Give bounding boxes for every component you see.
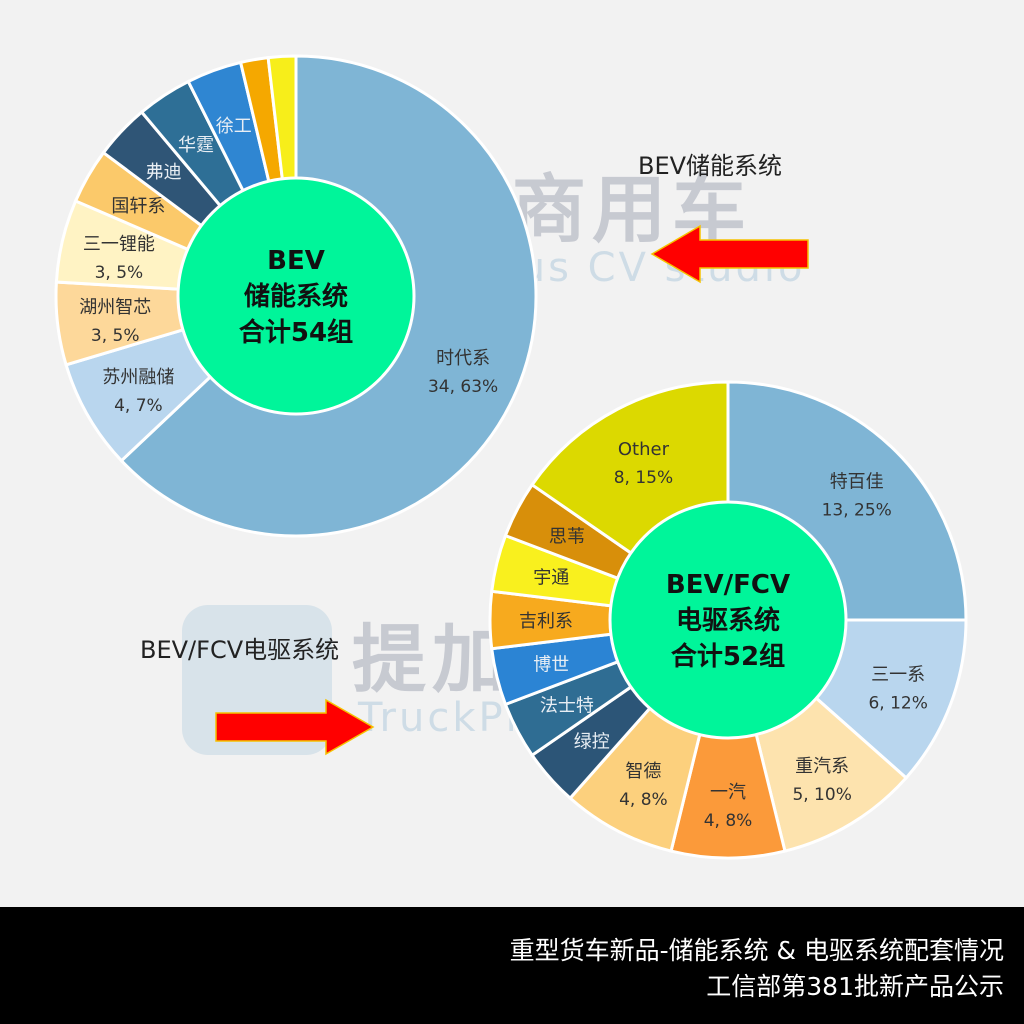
arrow-right-icon <box>215 698 375 756</box>
slice-name-label: 三一锂能 <box>83 234 155 255</box>
slice-name-label: 思苇 <box>549 526 585 547</box>
donut-center-label: 合计54组 <box>239 317 353 348</box>
slice-name-label: 特百佳 <box>830 471 884 492</box>
slice-name-label: 吉利系 <box>519 611 573 632</box>
donut-center-label: 储能系统 <box>244 281 348 312</box>
donut-center <box>608 500 848 740</box>
slice-name-label: 法士特 <box>540 696 594 717</box>
bev-storage-donut-chart: 时代系 34, 63% 苏州融储 4, 7% 湖州智芯 3, 5% 三一锂能 3, 5% 国轩系… <box>54 54 538 538</box>
donut-center-label: BEV <box>267 246 325 276</box>
footer-banner: 重型货车新品-储能系统 & 电驱系统配套情况 工信部第381批新产品公示 <box>0 907 1024 1024</box>
slice-name-label: 时代系 <box>436 348 490 369</box>
slice-value-label: 8, 15% <box>614 468 673 488</box>
slice-name-label: 绿控 <box>574 732 610 753</box>
slice-name-label: Other <box>618 439 670 460</box>
slice-value-label: 5, 10% <box>792 785 851 805</box>
slice-value-label: 4, 7% <box>114 396 163 416</box>
callout-bev-storage: BEV储能系统 <box>638 152 783 180</box>
donut-center-label: 电驱系统 <box>676 605 780 636</box>
bev-fcv-drive-donut-chart: 特百佳 13, 25% 三一系 6, 12% 重汽系 5, 10% 一汽 4, 8% 智德 4, … <box>488 380 968 860</box>
slice-value-label: 6, 12% <box>868 694 927 714</box>
donut-center <box>176 176 416 416</box>
slice-name-label: 苏州融储 <box>102 367 174 388</box>
footer-subtitle: 工信部第381批新产品公示 <box>706 972 1004 1001</box>
slice-value-label: 34, 63% <box>428 377 498 397</box>
slice-name-label: 智德 <box>625 761 661 782</box>
slice-name-label: 三一系 <box>871 665 925 686</box>
slice-name-label: 宇通 <box>533 567 569 588</box>
callout-bev-fcv-drive: BEV/FCV电驱系统 <box>140 636 340 664</box>
slice-value-label: 4, 8% <box>619 790 668 810</box>
slice-name-label: 一汽 <box>710 782 746 803</box>
slice-value-label: 3, 5% <box>95 263 144 283</box>
slice-name-label: 华霆 <box>178 135 214 156</box>
slice-name-label: 徐工 <box>216 116 252 137</box>
donut-center-label: 合计52组 <box>671 641 785 672</box>
slice-value-label: 3, 5% <box>91 326 140 346</box>
donut-center-label: BEV/FCV <box>666 570 790 600</box>
slice-value-label: 4, 8% <box>704 811 753 831</box>
slice-name-label: 弗迪 <box>146 162 182 183</box>
arrow-left-icon <box>650 224 809 284</box>
slice-name-label: 国轩系 <box>111 196 165 217</box>
footer-title: 重型货车新品-储能系统 & 电驱系统配套情况 <box>509 936 1004 965</box>
slice-name-label: 湖州智芯 <box>79 297 151 318</box>
slice-value-label: 13, 25% <box>822 500 892 520</box>
slice-name-label: 博世 <box>533 655 569 676</box>
slice-name-label: 重汽系 <box>795 756 849 777</box>
